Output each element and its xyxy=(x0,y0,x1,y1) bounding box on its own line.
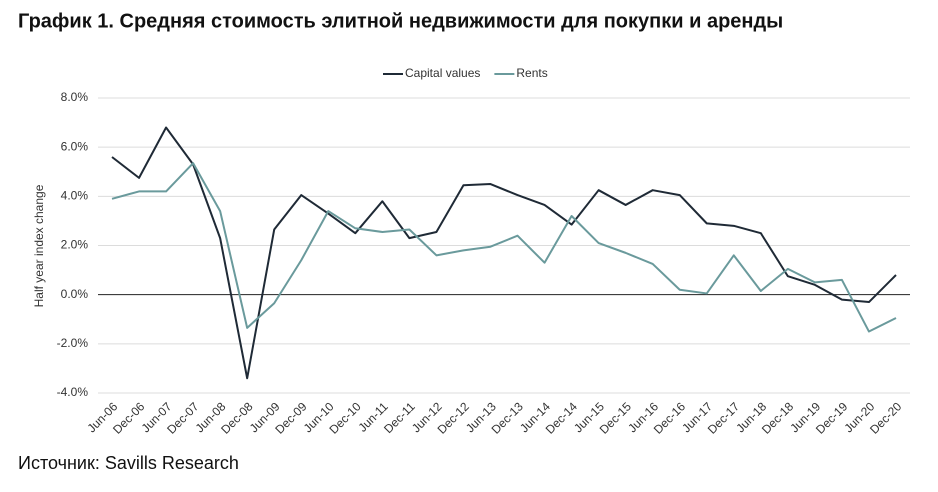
source: Источник: Savills Research xyxy=(18,453,239,473)
chart-title: График 1. Средняя стоимость элитной недв… xyxy=(18,10,783,32)
y-tick-label: 0.0% xyxy=(61,287,89,301)
series-line xyxy=(111,162,897,333)
series-line xyxy=(111,126,897,380)
legend-label: Rents xyxy=(516,66,547,80)
y-tick-label: -4.0% xyxy=(57,385,89,399)
legend-label: Capital values xyxy=(405,66,480,80)
y-tick-label: 8.0% xyxy=(61,90,89,104)
y-tick-label: 6.0% xyxy=(61,139,89,153)
y-tick-label: -2.0% xyxy=(57,336,89,350)
x-tick-label: Dec-11 xyxy=(381,399,418,436)
y-axis-label: Half year index change xyxy=(32,184,46,307)
y-tick-label: 2.0% xyxy=(61,238,89,252)
y-tick-label: 4.0% xyxy=(61,189,89,203)
